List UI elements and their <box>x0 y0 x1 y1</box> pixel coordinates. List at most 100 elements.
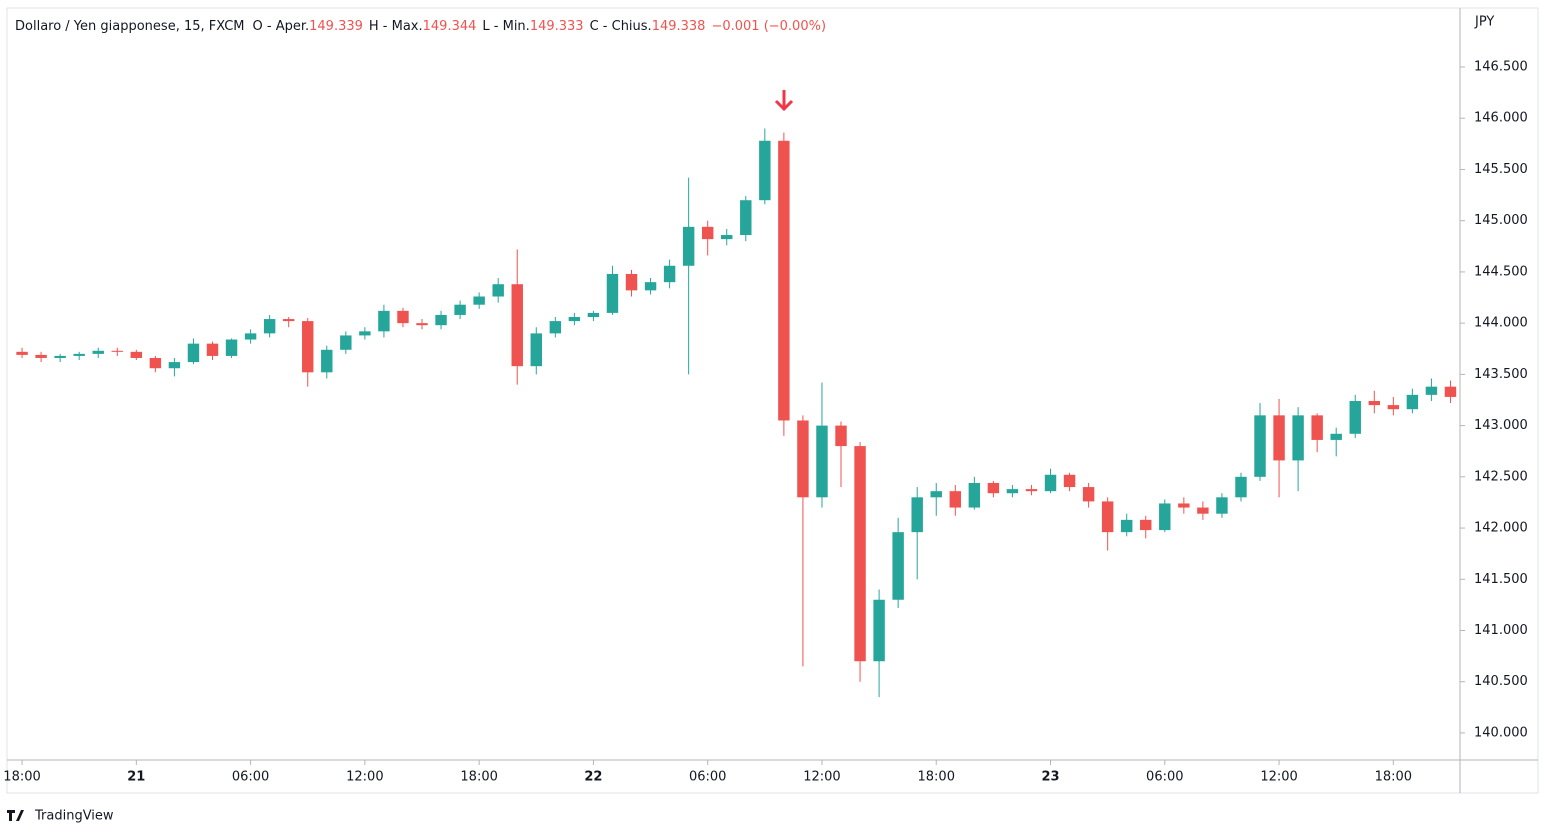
candle-body <box>149 357 162 369</box>
candle-body <box>378 310 390 332</box>
x-tick-label: 23 <box>1041 770 1059 785</box>
candle-body <box>854 446 866 662</box>
candle-body <box>397 310 409 324</box>
candle-body <box>721 235 733 240</box>
y-tick-label: 143.000 <box>1474 418 1528 433</box>
candle-body <box>701 226 714 240</box>
symbol: Dollaro / Yen giapponese, 15, FXCM <box>15 19 245 34</box>
candle-body <box>1159 503 1171 531</box>
candle-body <box>873 599 885 662</box>
candle-body <box>473 296 485 305</box>
candle-body <box>340 335 352 350</box>
x-tick-label: 18:00 <box>918 770 955 785</box>
candle-body <box>1178 503 1190 508</box>
x-tick-label: 12:00 <box>803 770 840 785</box>
y-tick-label: 141.500 <box>1474 572 1528 587</box>
x-tick-label: 06:00 <box>689 770 726 785</box>
candle-body <box>530 333 542 367</box>
candle-body <box>892 532 904 600</box>
candle-body <box>740 200 752 236</box>
candle-body <box>1425 386 1438 395</box>
x-tick-label: 06:00 <box>232 770 269 785</box>
y-tick-label: 144.000 <box>1474 316 1528 331</box>
candle-body <box>206 343 219 356</box>
candle-body <box>187 343 200 363</box>
x-tick-label: 18:00 <box>1375 770 1412 785</box>
candle-body <box>644 282 657 291</box>
field-value: 149.333 <box>530 19 584 34</box>
logo: TradingView <box>7 809 114 824</box>
candle-body <box>587 312 600 317</box>
candle-body <box>416 323 428 326</box>
candle-body <box>1330 433 1342 440</box>
candle-body <box>54 355 66 358</box>
candle-body <box>1101 501 1114 533</box>
candle-body <box>282 319 295 322</box>
candle-body <box>549 321 562 334</box>
y-tick-label: 145.500 <box>1474 162 1528 177</box>
candle-body <box>1368 401 1381 406</box>
candle-body <box>1311 415 1323 440</box>
field-label: L - Min. <box>482 19 529 34</box>
y-tick-label: 140.000 <box>1474 725 1528 740</box>
annotation-arrow <box>774 90 794 112</box>
brand: TradingView <box>34 809 114 824</box>
x-tick-label: 06:00 <box>1146 770 1183 785</box>
y-tick-label: 144.500 <box>1474 264 1528 279</box>
candle-body <box>1292 415 1304 461</box>
candle-body <box>911 497 923 533</box>
x-tick-label: 18:00 <box>3 770 40 785</box>
legend: Dollaro / Yen giapponese, 15, FXCM O - Ap… <box>15 19 826 34</box>
candle-body <box>682 226 695 266</box>
y-tick-label: 143.500 <box>1474 367 1528 382</box>
candle-body <box>1140 519 1152 531</box>
candle-body <box>797 420 809 498</box>
candle-body <box>225 339 238 356</box>
y-tick-label: 142.000 <box>1474 521 1528 536</box>
field-label: H - Max. <box>369 19 423 34</box>
candle-body <box>1273 415 1285 461</box>
y-tick-label: 146.000 <box>1474 111 1528 126</box>
candle-body <box>1063 474 1076 488</box>
y-tick-label: 145.000 <box>1474 213 1528 228</box>
candle-body <box>1006 489 1019 494</box>
candle-body <box>606 273 619 313</box>
axis-unit: JPY <box>1474 15 1494 30</box>
candle-body <box>568 316 581 322</box>
candle-body <box>1349 401 1361 434</box>
candle-body <box>1444 386 1457 397</box>
candle-body <box>835 425 847 447</box>
candle-body <box>435 314 447 326</box>
field-value: 149.339 <box>309 19 363 34</box>
x-tick-label: 12:00 <box>346 770 383 785</box>
candle-body <box>1120 519 1133 533</box>
candle-body <box>930 491 942 498</box>
candle-body <box>1406 394 1419 410</box>
candle-body <box>968 482 981 508</box>
candle-body <box>1387 405 1400 410</box>
candle-body <box>1216 497 1228 514</box>
candle-body <box>111 350 123 352</box>
y-tick-label: 141.000 <box>1474 623 1528 638</box>
field-label: C - Chius. <box>590 19 652 34</box>
candle-body <box>1025 489 1038 492</box>
candle-body <box>302 321 314 373</box>
field-value: 149.344 <box>423 19 477 34</box>
y-tick-label: 146.500 <box>1474 60 1528 75</box>
candle-body <box>130 351 143 358</box>
candle-body <box>511 284 523 367</box>
candle-body <box>1235 476 1247 498</box>
candle-body <box>492 284 504 297</box>
candle-body <box>625 273 638 291</box>
candle-body <box>949 491 962 508</box>
change: −0.001 (−0.00%) <box>711 19 826 34</box>
candle-body <box>1044 474 1057 492</box>
candle-body <box>359 331 371 336</box>
candle-body <box>35 354 47 358</box>
y-tick-label: 142.500 <box>1474 469 1528 484</box>
candle-body <box>92 350 104 354</box>
candle-body <box>454 304 466 315</box>
candle-body <box>1254 415 1266 477</box>
candle-body <box>778 140 790 421</box>
